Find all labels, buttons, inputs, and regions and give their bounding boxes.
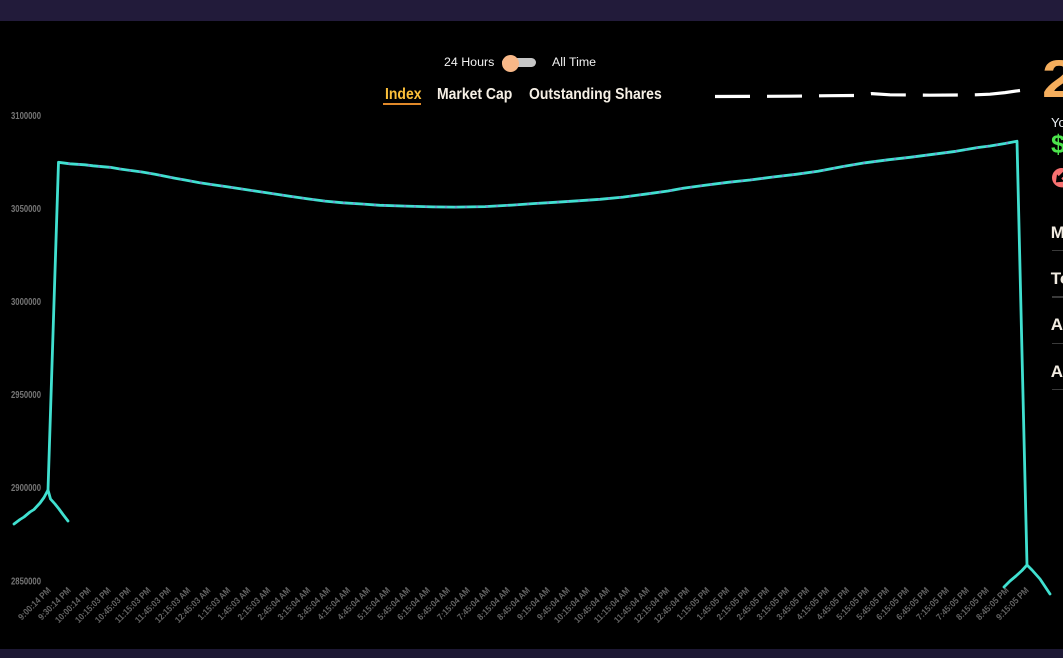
svg-text:2950000: 2950000 <box>11 390 41 401</box>
svg-text:2850000: 2850000 <box>11 576 41 587</box>
svg-text:3100000: 3100000 <box>11 111 41 122</box>
svg-text:3000000: 3000000 <box>11 297 41 308</box>
svg-text:3050000: 3050000 <box>11 204 41 215</box>
svg-text:2900000: 2900000 <box>11 483 41 494</box>
